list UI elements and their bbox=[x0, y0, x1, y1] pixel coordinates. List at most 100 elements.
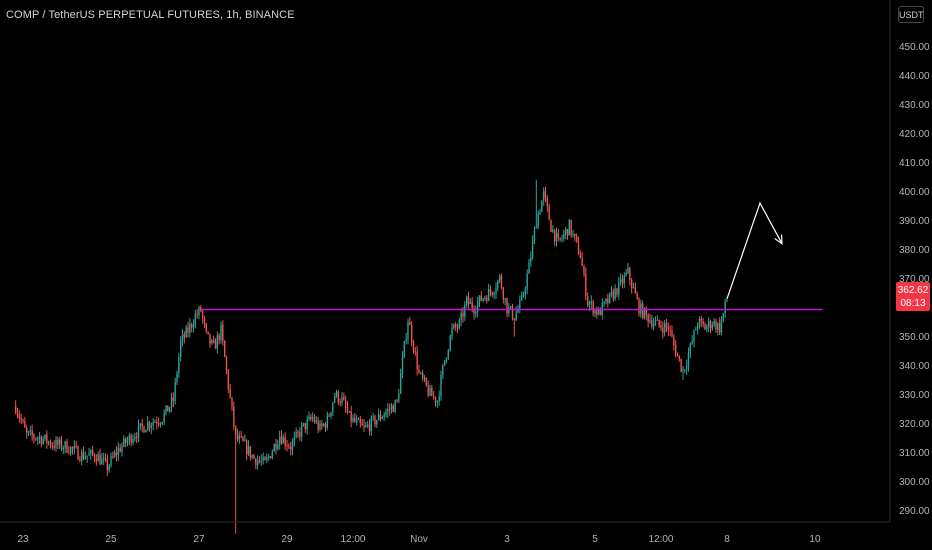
candle-body bbox=[559, 237, 561, 240]
candle-body bbox=[14, 406, 17, 413]
candle-body bbox=[150, 425, 153, 428]
candle-body bbox=[102, 458, 105, 460]
candle-body bbox=[216, 335, 219, 349]
candle-body bbox=[58, 439, 61, 445]
candle-body bbox=[123, 438, 125, 447]
candle-body bbox=[585, 273, 587, 297]
candle-body bbox=[616, 288, 618, 295]
candle-body bbox=[185, 327, 187, 338]
candle-body bbox=[317, 420, 319, 430]
candle-body bbox=[449, 335, 451, 351]
time-tick-label: 5 bbox=[592, 534, 598, 545]
candle-body bbox=[190, 323, 193, 328]
candle-body bbox=[619, 278, 622, 282]
candle-body bbox=[201, 311, 204, 318]
candle-body bbox=[414, 351, 417, 353]
candle-body bbox=[187, 327, 189, 333]
candle-body bbox=[119, 447, 121, 452]
candle-body bbox=[421, 372, 424, 379]
price-tick-label: 400.00 bbox=[899, 187, 930, 198]
candle-body bbox=[35, 438, 37, 440]
candle-body bbox=[709, 321, 712, 329]
candle-body bbox=[724, 301, 726, 314]
candle-body bbox=[211, 340, 213, 344]
candle-body bbox=[691, 341, 693, 344]
candle-body bbox=[394, 400, 396, 412]
candle-body bbox=[412, 341, 415, 352]
candle-body bbox=[623, 275, 626, 284]
candle-body bbox=[368, 424, 371, 432]
candle-body bbox=[431, 388, 433, 397]
candle-body bbox=[328, 415, 330, 417]
candle-body bbox=[174, 381, 176, 402]
candle-body bbox=[663, 323, 666, 333]
price-tick-label: 440.00 bbox=[899, 71, 930, 82]
candle-body bbox=[227, 370, 230, 390]
candle-body bbox=[506, 298, 508, 313]
price-tick-label: 450.00 bbox=[899, 42, 930, 53]
candle-body bbox=[192, 324, 195, 328]
projection-path bbox=[726, 201, 783, 299]
candle-body bbox=[475, 311, 477, 314]
candle-body bbox=[315, 420, 318, 423]
candle-body bbox=[381, 417, 384, 419]
candle-body bbox=[652, 323, 655, 327]
candle-body bbox=[44, 434, 46, 439]
candle-body bbox=[563, 233, 565, 239]
candle-body bbox=[629, 267, 631, 281]
candle-body bbox=[269, 456, 272, 459]
candle-body bbox=[533, 228, 536, 241]
candle-body bbox=[95, 459, 98, 462]
candle-body bbox=[674, 344, 677, 356]
price-tick-label: 430.00 bbox=[899, 100, 930, 111]
candle-body bbox=[135, 437, 138, 439]
candle-body bbox=[49, 441, 52, 446]
price-tick-label: 330.00 bbox=[899, 390, 930, 401]
candle-body bbox=[82, 452, 85, 459]
candle-body bbox=[403, 341, 406, 357]
candle-body bbox=[539, 211, 541, 214]
candle-body bbox=[260, 460, 263, 462]
candle-body bbox=[605, 298, 607, 302]
candle-body bbox=[438, 396, 440, 402]
candle-body bbox=[669, 330, 671, 332]
candle-body bbox=[544, 190, 547, 198]
candle-body bbox=[121, 446, 123, 452]
candle-body bbox=[610, 291, 613, 293]
candle-body bbox=[355, 419, 358, 422]
candle-body bbox=[570, 220, 572, 235]
currency-button[interactable]: USDT bbox=[898, 6, 924, 23]
candle-body bbox=[223, 340, 226, 357]
candle-body bbox=[515, 312, 517, 321]
candle-body bbox=[178, 356, 180, 374]
time-tick-label: 27 bbox=[193, 534, 205, 545]
candle-body bbox=[706, 326, 708, 330]
candle-body bbox=[293, 436, 296, 442]
candle-body bbox=[181, 334, 184, 341]
candle-body bbox=[66, 441, 68, 453]
candle-body bbox=[447, 350, 450, 358]
candle-body bbox=[627, 267, 629, 273]
last-price-tag: 362.62 08:13 bbox=[896, 282, 930, 311]
price-tick-label: 410.00 bbox=[899, 158, 930, 169]
candle-body bbox=[625, 272, 627, 276]
candle-body bbox=[407, 322, 409, 340]
candle-body bbox=[322, 424, 325, 426]
candle-body bbox=[590, 301, 593, 304]
candle-body bbox=[377, 414, 380, 421]
candle-body bbox=[337, 391, 340, 403]
candle-body bbox=[55, 439, 57, 448]
candle-body bbox=[651, 320, 653, 327]
candle-body bbox=[90, 450, 92, 454]
candle-body bbox=[443, 360, 446, 366]
candle-body bbox=[687, 353, 690, 366]
candle-body bbox=[255, 458, 257, 466]
candle-body bbox=[660, 325, 662, 328]
candle-body bbox=[420, 372, 422, 374]
candle-body bbox=[112, 456, 114, 458]
candle-body bbox=[106, 459, 109, 471]
candle-body bbox=[647, 314, 649, 323]
candle-body bbox=[383, 415, 385, 418]
candle-body bbox=[707, 321, 710, 327]
